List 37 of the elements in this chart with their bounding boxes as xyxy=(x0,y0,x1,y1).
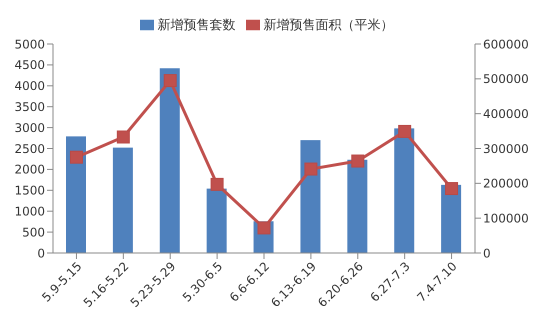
y-tick-label: 2000 xyxy=(14,162,45,177)
y-tick-label: 4500 xyxy=(14,58,45,72)
y2-tick-label: 600000 xyxy=(483,37,529,52)
y-tick-label: 4000 xyxy=(14,79,45,94)
y2-tick-label: 400000 xyxy=(483,106,529,121)
bar xyxy=(112,148,133,253)
y-tick-label: 3500 xyxy=(14,100,45,114)
bar xyxy=(347,160,368,253)
y2-tick-label: 300000 xyxy=(483,142,529,156)
legend-label: 新增预售面积（平米） xyxy=(264,18,394,33)
point xyxy=(398,124,412,138)
y2-tick-label: 500000 xyxy=(483,72,529,86)
y-tick-label: 5000 xyxy=(14,37,45,52)
point xyxy=(351,154,364,168)
y-tick-label: 2500 xyxy=(14,142,45,156)
bar xyxy=(300,140,320,253)
legend-label: 新增预售套数 xyxy=(158,18,236,33)
y2-tick-label: 100000 xyxy=(483,211,529,226)
point xyxy=(445,182,458,196)
y-tick-label: 3000 xyxy=(14,120,45,135)
bar xyxy=(66,136,86,253)
y-tick-label: 500 xyxy=(22,225,45,240)
bar xyxy=(160,68,180,253)
point xyxy=(116,130,130,144)
y-tick-label: 0 xyxy=(37,246,45,260)
point xyxy=(210,178,224,191)
y2-tick-label: 0 xyxy=(483,246,491,260)
y-tick-label: 1000 xyxy=(14,204,45,218)
bar xyxy=(206,188,227,253)
y-tick-label: 1500 xyxy=(14,184,45,198)
point xyxy=(258,221,270,234)
y2-tick-label: 200000 xyxy=(483,176,529,191)
bar xyxy=(441,184,462,253)
point xyxy=(70,150,83,164)
bar xyxy=(394,128,414,253)
point xyxy=(304,162,318,176)
point xyxy=(164,74,177,88)
